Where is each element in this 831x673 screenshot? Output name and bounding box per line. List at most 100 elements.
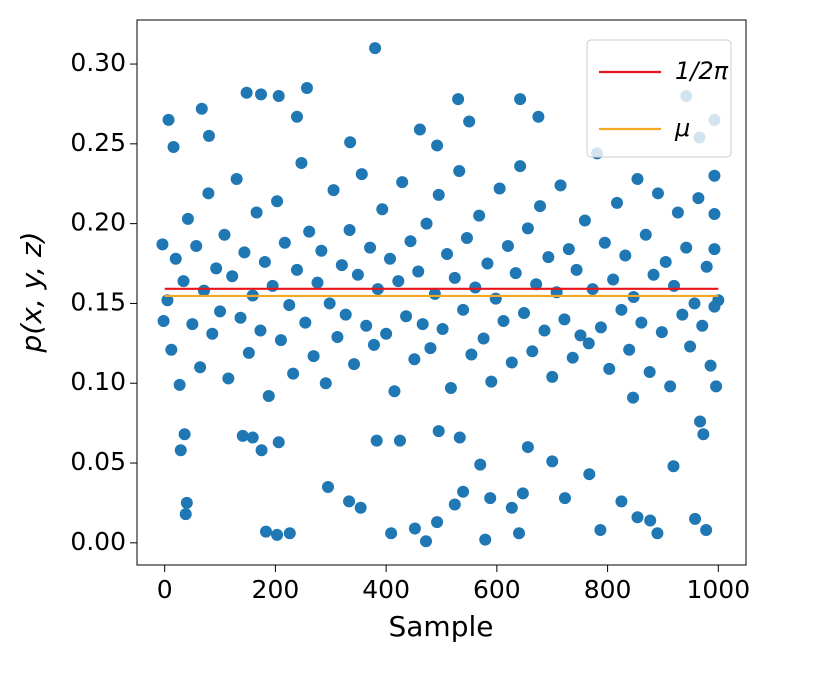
point xyxy=(603,362,616,375)
point xyxy=(272,436,285,449)
point xyxy=(222,372,235,385)
point xyxy=(295,156,308,169)
point xyxy=(167,141,180,154)
point xyxy=(465,348,478,361)
axes-frame xyxy=(136,19,747,566)
point xyxy=(393,434,406,447)
point xyxy=(271,528,284,541)
point xyxy=(272,89,285,102)
point xyxy=(343,495,356,508)
point xyxy=(388,385,401,398)
point xyxy=(327,184,340,197)
point xyxy=(384,252,397,265)
point xyxy=(696,319,709,332)
point xyxy=(412,265,425,278)
point xyxy=(513,527,526,540)
point xyxy=(431,516,444,529)
point xyxy=(210,262,223,275)
point xyxy=(436,322,449,335)
point xyxy=(258,255,271,268)
point xyxy=(708,243,721,256)
point xyxy=(195,102,208,115)
point xyxy=(570,263,583,276)
point xyxy=(234,311,247,324)
point xyxy=(710,380,723,393)
point xyxy=(448,498,461,511)
point xyxy=(505,356,518,369)
point xyxy=(274,334,287,347)
point xyxy=(177,275,190,288)
y-tick-label: 0.20 xyxy=(70,208,126,237)
point xyxy=(385,527,398,540)
point xyxy=(173,378,186,391)
point xyxy=(627,391,640,404)
point xyxy=(463,115,476,128)
point xyxy=(481,257,494,270)
point xyxy=(452,93,465,106)
point xyxy=(255,444,268,457)
point xyxy=(611,196,624,209)
point xyxy=(259,525,272,538)
point xyxy=(538,324,551,337)
point xyxy=(689,512,702,525)
point xyxy=(700,524,713,537)
point xyxy=(431,139,444,152)
point xyxy=(311,276,324,289)
point xyxy=(517,307,530,320)
y-axis-label: p(x, y, z) xyxy=(15,232,48,354)
point xyxy=(473,209,486,222)
point xyxy=(322,480,335,493)
point xyxy=(303,225,316,238)
point xyxy=(236,429,249,442)
point xyxy=(489,292,502,305)
point xyxy=(484,492,497,505)
point xyxy=(619,249,632,262)
point xyxy=(598,236,611,249)
point xyxy=(474,458,487,471)
point xyxy=(165,343,178,356)
point xyxy=(392,275,405,288)
point xyxy=(424,342,437,355)
point xyxy=(700,260,713,273)
point xyxy=(380,327,393,340)
legend-label: 1/2π xyxy=(675,57,729,85)
point xyxy=(202,129,215,142)
point xyxy=(676,308,689,321)
point xyxy=(692,192,705,205)
point xyxy=(186,318,199,331)
point xyxy=(364,241,377,254)
point xyxy=(197,284,210,297)
point xyxy=(190,239,203,252)
point xyxy=(562,243,575,256)
point xyxy=(521,222,534,235)
point xyxy=(635,316,648,329)
point xyxy=(240,86,253,99)
point xyxy=(594,321,607,334)
point xyxy=(501,239,514,252)
point xyxy=(479,533,492,546)
point xyxy=(448,271,461,284)
point xyxy=(659,255,672,268)
point xyxy=(339,308,352,321)
point xyxy=(180,496,193,509)
point xyxy=(161,294,174,307)
point xyxy=(396,176,409,189)
point xyxy=(615,495,628,508)
point xyxy=(664,380,677,393)
x-axis-label: Sample xyxy=(389,610,494,643)
point xyxy=(485,375,498,388)
point xyxy=(238,246,251,259)
point xyxy=(583,468,596,481)
point xyxy=(493,182,506,195)
point xyxy=(419,535,432,548)
x-tick-label: 0 xyxy=(157,575,173,604)
point xyxy=(283,527,296,540)
point xyxy=(181,212,194,225)
point xyxy=(477,332,490,345)
point xyxy=(542,251,555,264)
point xyxy=(509,267,522,280)
point xyxy=(335,259,348,272)
point xyxy=(694,415,707,428)
point xyxy=(554,179,567,192)
point xyxy=(351,268,364,281)
